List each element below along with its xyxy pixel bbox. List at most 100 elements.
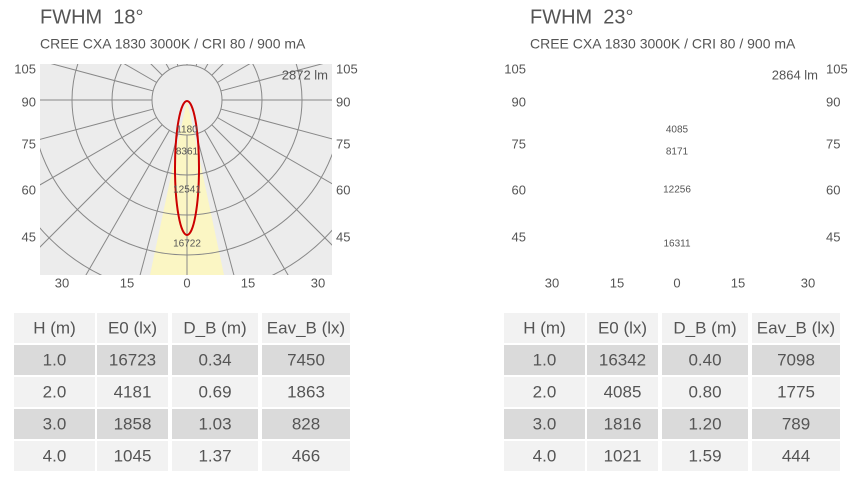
flux: 2872 lm	[282, 67, 328, 82]
radial	[40, 117, 157, 186]
radial	[85, 130, 170, 275]
cell-text: 7098	[777, 350, 815, 369]
header-text: E0 (lx)	[108, 318, 157, 337]
cell	[504, 409, 585, 439]
cell-text: 1775	[777, 382, 815, 401]
cell-text: 0.69	[198, 382, 231, 401]
angle-right: 90	[336, 94, 350, 109]
cell-text: 2.0	[533, 382, 557, 401]
cell-text: 4.0	[43, 446, 67, 465]
header-text: H (m)	[33, 318, 75, 337]
ring-label: 16722	[173, 239, 201, 250]
radial	[220, 108, 332, 140]
cell-text: 1.37	[198, 446, 231, 465]
cell	[662, 377, 748, 407]
ring-label: 16311	[663, 239, 691, 250]
cell	[504, 441, 585, 471]
angle-bottom: 30	[545, 275, 559, 290]
ring-label: 1180	[176, 125, 198, 136]
cell	[97, 377, 168, 407]
angle-bottom: 15	[120, 275, 134, 290]
header-text: E0 (lx)	[598, 318, 647, 337]
angle-bottom: 0	[673, 275, 680, 290]
cell-text: 789	[782, 414, 810, 433]
angle-right: 90	[826, 94, 840, 109]
cell	[587, 409, 658, 439]
cell-text: 7450	[287, 350, 325, 369]
cell-text: 444	[782, 446, 810, 465]
angle-bottom: 30	[801, 275, 815, 290]
radial	[394, 125, 652, 383]
cell	[504, 345, 585, 375]
cell	[14, 409, 95, 439]
ring-label: 8361	[176, 147, 199, 158]
angle-left: 90	[22, 94, 36, 109]
cell-text: 0.34	[198, 350, 231, 369]
cell	[262, 409, 350, 439]
angle-left: 105	[14, 61, 36, 76]
cell	[504, 377, 585, 407]
angle-left: 75	[512, 136, 526, 151]
angle-right: 75	[826, 136, 840, 151]
cell	[97, 409, 168, 439]
header-cell	[97, 313, 168, 343]
cell	[14, 441, 95, 471]
header-cell	[172, 313, 258, 343]
polar-diagram	[40, 64, 332, 275]
cell-text: 1021	[604, 446, 642, 465]
angle-left: 90	[512, 94, 526, 109]
curve	[665, 101, 689, 235]
title: FWHM 23°	[530, 6, 634, 28]
cell-text: 1858	[114, 414, 152, 433]
cell-text: 1045	[114, 446, 152, 465]
cell	[752, 345, 840, 375]
subtitle: CREE CXA 1830 3000K / CRI 80 / 900 mA	[530, 36, 796, 52]
panel: FWHM 23° CREE CXA 1830 3000K / CRI 80 / 9…	[394, 0, 859, 471]
cell-text: 1.0	[533, 350, 557, 369]
cell	[172, 345, 258, 375]
cell-text: 4.0	[533, 446, 557, 465]
ring	[562, 0, 792, 215]
header-cell	[587, 313, 658, 343]
header-cell	[662, 313, 748, 343]
header-cell	[262, 313, 350, 343]
angle-right: 45	[826, 229, 840, 244]
cell-text: 0.40	[688, 350, 721, 369]
angle-bottom: 0	[183, 275, 190, 290]
cell	[587, 345, 658, 375]
header-text: D_B (m)	[673, 318, 736, 337]
angle-left: 45	[512, 229, 526, 244]
radial	[702, 125, 859, 383]
radial	[40, 108, 154, 140]
angle-bottom: 15	[610, 275, 624, 290]
radial	[139, 133, 179, 275]
header-cell	[14, 313, 95, 343]
cell	[662, 441, 748, 471]
ring-label: 12256	[663, 185, 691, 196]
angle-right: 60	[826, 182, 840, 197]
cell-text: 16342	[599, 350, 646, 369]
cell-text: 1.03	[198, 414, 231, 433]
radial	[50, 64, 154, 92]
angle-bottom: 30	[55, 275, 69, 290]
cell-text: 0.80	[688, 382, 721, 401]
cell-text: 828	[292, 414, 320, 433]
cell-text: 1.20	[688, 414, 721, 433]
title: FWHM 18°	[40, 6, 144, 28]
ring-label: 8171	[666, 147, 689, 158]
angle-right: 75	[336, 136, 350, 151]
ring-label: 4085	[666, 125, 689, 136]
angle-left: 60	[22, 182, 36, 197]
header-text: Eav_B (lx)	[267, 318, 345, 337]
curve	[174, 100, 200, 236]
angle-bottom: 15	[731, 275, 745, 290]
angle-left: 45	[22, 229, 36, 244]
flux: 2864 lm	[772, 67, 818, 82]
cell-text: 1.59	[688, 446, 721, 465]
cell-text: 3.0	[533, 414, 557, 433]
angle-right: 45	[336, 229, 350, 244]
cell	[587, 441, 658, 471]
cell	[752, 441, 840, 471]
cell	[262, 377, 350, 407]
